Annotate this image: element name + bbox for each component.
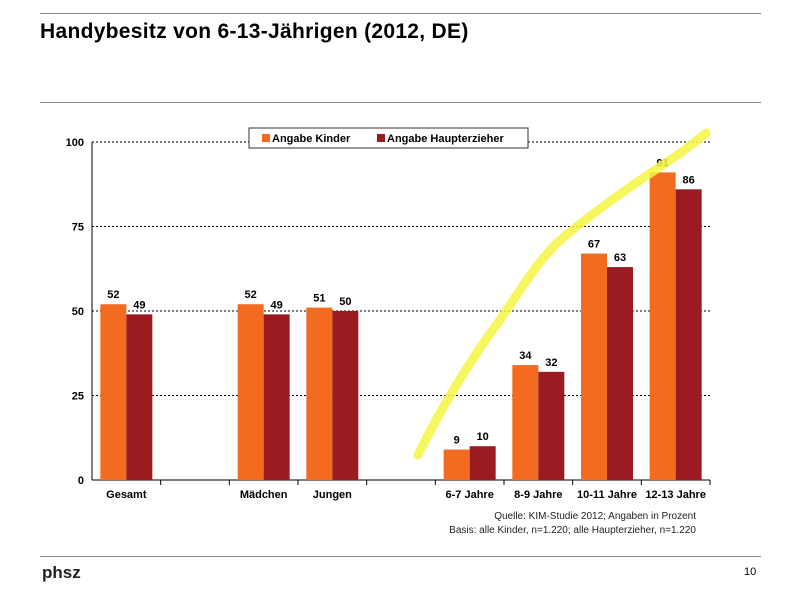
highlighter-stroke [413, 128, 711, 460]
legend-swatch [262, 134, 270, 142]
y-tick-label: 100 [66, 137, 84, 149]
page-title: Handybesitz von 6-13-Jährigen (2012, DE) [40, 20, 469, 43]
x-tick-label: Jungen [313, 489, 352, 501]
bar [237, 304, 264, 480]
data-label: 49 [133, 299, 145, 311]
x-tick-label: Mädchen [240, 489, 288, 501]
bar [675, 189, 702, 480]
x-tick-label: 8-9 Jahre [514, 489, 562, 501]
bar [306, 307, 333, 480]
bar [649, 172, 676, 481]
data-label: 49 [271, 299, 283, 311]
data-label: 52 [107, 289, 119, 301]
legend-label: Angabe Haupterzieher [387, 133, 504, 145]
data-label: 32 [545, 357, 557, 369]
legend-box [248, 127, 529, 149]
y-tick-label: 50 [72, 306, 84, 318]
bar [581, 253, 607, 480]
bar [607, 267, 633, 480]
data-label: 67 [588, 239, 600, 251]
x-tick-label: 10-11 Jahre [577, 489, 637, 501]
source-note: Quelle: KIM-Studie 2012; Angaben in Proz… [494, 511, 696, 522]
x-tick-label: 12-13 Jahre [645, 489, 706, 501]
data-label: 86 [683, 174, 695, 186]
data-label: 10 [477, 431, 489, 443]
bar [332, 311, 359, 480]
bar [469, 446, 496, 480]
footer-rule [40, 556, 761, 557]
y-tick-label: 75 [72, 222, 84, 234]
bar [263, 314, 290, 480]
x-tick-label: 6-7 Jahre [446, 489, 494, 501]
y-tick-label: 25 [72, 391, 84, 403]
bar [512, 365, 539, 480]
data-label: 9 [454, 435, 460, 447]
x-tick-label: Gesamt [106, 489, 147, 501]
bar [538, 371, 565, 480]
data-label: 50 [339, 296, 351, 308]
bar [126, 314, 153, 480]
data-label: 63 [614, 252, 626, 264]
page-number: 10 [744, 566, 757, 578]
top-rule [40, 13, 761, 14]
legend-swatch [377, 134, 385, 142]
data-label: 34 [519, 350, 532, 362]
bar [443, 449, 470, 480]
data-label: 52 [245, 289, 257, 301]
bar [100, 304, 127, 480]
data-label: 51 [313, 293, 325, 305]
title-rule [40, 102, 761, 103]
y-tick-label: 0 [78, 475, 84, 487]
basis-note: Basis: alle Kinder, n=1.220; alle Haupte… [449, 525, 696, 536]
logo: phsz [42, 563, 81, 582]
legend-label: Angabe Kinder [272, 133, 351, 145]
